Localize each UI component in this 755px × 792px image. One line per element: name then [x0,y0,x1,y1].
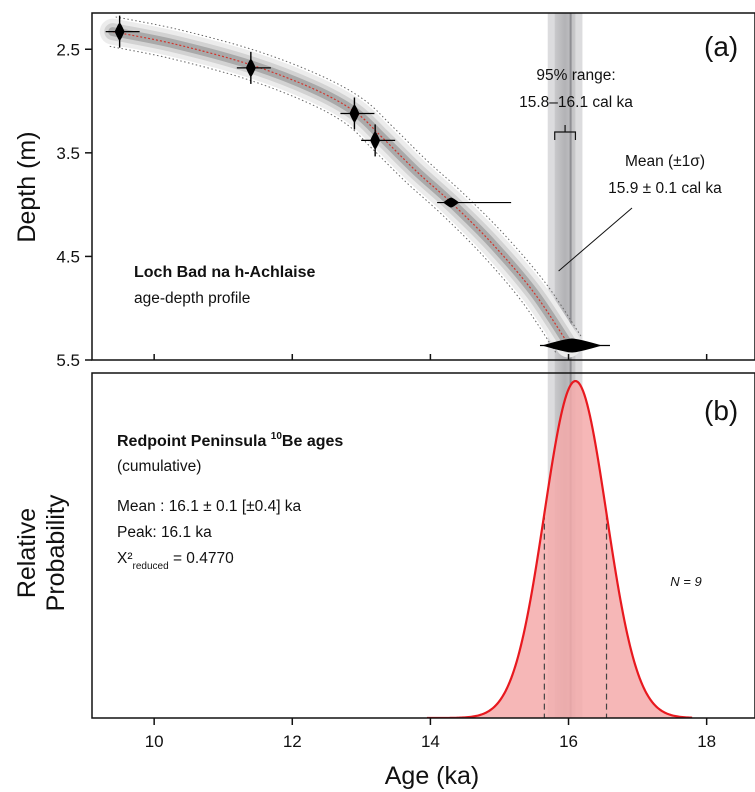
x-axis-title: Age (ka) [385,762,479,790]
panel-a-y-axis: 2.5 3.5 4.5 5.5 [56,40,92,370]
panel-b: 10 12 14 16 18 (b) Age (ka) Relative Probabi… [13,372,755,790]
probability-curve [426,379,693,718]
mean-label-line2: 15.9 ± 0.1 cal ka [608,180,722,197]
panel-a-label: (a) [704,31,738,62]
dated-sample [340,97,375,130]
stats-mean: Mean : 16.1 ± 0.1 [±0.4] ka [117,498,302,515]
dataset-title: Redpoint Peninsula 10Be ages [117,431,343,450]
stats-chi-squared: X²reduced = 0.4770 [117,550,234,572]
mean-label-line1: Mean (±1σ) [625,153,705,170]
panel-b-frame [91,372,755,719]
dated-sample [361,124,396,157]
envelope-edge-lower [115,16,582,337]
panel-b-label: (b) [704,395,738,426]
x-tick-label: 12 [283,732,302,751]
panel-b-x-axis: 10 12 14 16 18 [145,718,716,751]
mean-leader-line [558,207,633,272]
panel-a-x-ticks [153,354,708,360]
y-tick-label: 4.5 [56,247,80,266]
site-subtitle-label: age-depth profile [134,290,250,307]
x-tick-label: 14 [421,732,440,751]
range-label-line2: 15.8–16.1 cal ka [519,94,633,111]
model-median-line [112,31,570,345]
dated-sample [105,15,140,48]
dated-sample [236,51,271,84]
y-tick-label: 2.5 [56,40,80,59]
probability-area [426,381,693,718]
panel-b-y-axis-title-line1: Relative [13,508,41,598]
dated-sample [437,197,512,208]
y-tick-label: 3.5 [56,144,80,163]
x-tick-label: 10 [145,732,164,751]
dated-sample [539,338,610,353]
stats-peak: Peak: 16.1 ka [117,524,212,541]
envelope-edge-upper [109,45,557,354]
panel-a-y-axis-title: Depth (m) [13,131,41,242]
range-label-line1: 95% range: [536,67,615,84]
panel-a: 2.5 3.5 4.5 5.5 Depth (m) (a) Loch Bad na h… [13,12,755,370]
panel-a-frame [91,12,755,361]
x-tick-label: 16 [559,732,578,751]
panel-b-y-axis-title-line2: Probability [42,494,70,611]
n-count: N = 9 [670,574,701,589]
range-bracket [554,125,577,140]
panel-a-plot-area [99,15,610,358]
site-name-label: Loch Bad na h-Achlaise [134,264,315,281]
panel-b-plot-area [426,379,693,718]
x-tick-label: 18 [697,732,716,751]
y-tick-label: 5.5 [56,351,80,370]
dataset-subtitle: (cumulative) [117,458,201,475]
